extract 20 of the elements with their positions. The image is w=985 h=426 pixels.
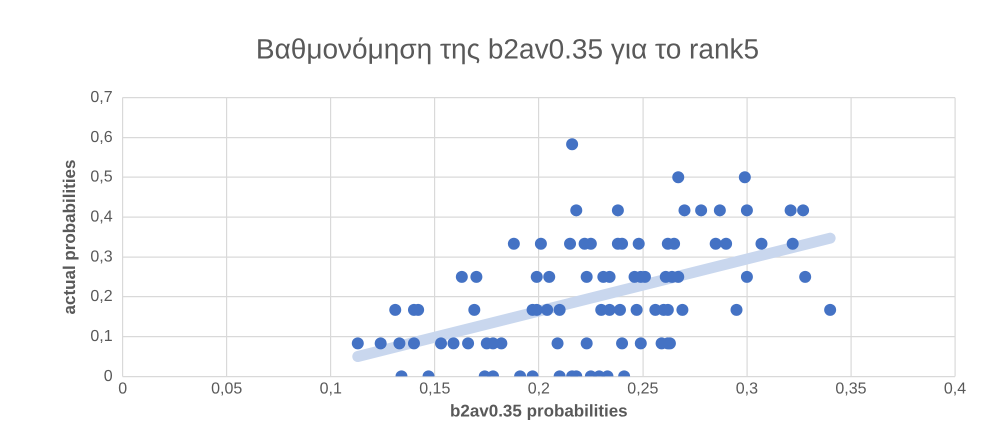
y-tick-label: 0,1 xyxy=(90,328,113,345)
x-tick-label: 0,1 xyxy=(320,380,342,398)
y-tick-label: 0,2 xyxy=(90,288,113,306)
y-tick-label: 0 xyxy=(104,368,113,385)
y-tick-label: 0,3 xyxy=(90,248,113,266)
x-tick-label: 0,4 xyxy=(944,380,966,398)
x-axis-title: b2av0.35 probabilities xyxy=(450,401,628,420)
x-tick-label: 0,2 xyxy=(528,380,550,398)
x-tick-label: 0,15 xyxy=(419,380,450,398)
x-tick-label: 0,35 xyxy=(835,380,867,398)
y-tick-label: 0,6 xyxy=(90,128,113,146)
x-tick-label: 0 xyxy=(118,380,128,398)
y-tick-label: 0,5 xyxy=(90,168,113,186)
y-axis-title: actual probabilities xyxy=(60,160,79,314)
y-tick-label: 0,7 xyxy=(90,89,113,106)
y-tick-label: 0,4 xyxy=(90,208,113,226)
x-tick-label: 0,3 xyxy=(736,380,758,398)
x-tick-label: 0,05 xyxy=(211,380,242,398)
x-tick-label: 0,25 xyxy=(627,380,659,398)
chart-title: Βαθμονόμηση της b2av0.35 για το rank5 xyxy=(256,34,760,65)
